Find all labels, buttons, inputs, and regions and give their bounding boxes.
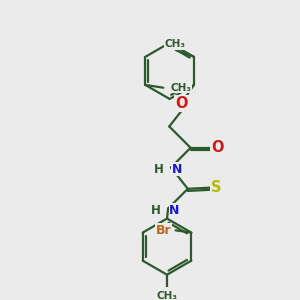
- Text: O: O: [211, 140, 224, 155]
- Text: CH₃: CH₃: [170, 83, 191, 93]
- Text: CH₃: CH₃: [165, 40, 186, 50]
- Text: S: S: [211, 180, 221, 195]
- Text: N: N: [169, 204, 180, 217]
- Text: O: O: [176, 96, 188, 111]
- Text: Br: Br: [155, 224, 171, 237]
- Text: CH₃: CH₃: [157, 291, 178, 300]
- Text: H: H: [154, 163, 164, 176]
- Text: H: H: [151, 204, 161, 217]
- Text: N: N: [172, 163, 182, 176]
